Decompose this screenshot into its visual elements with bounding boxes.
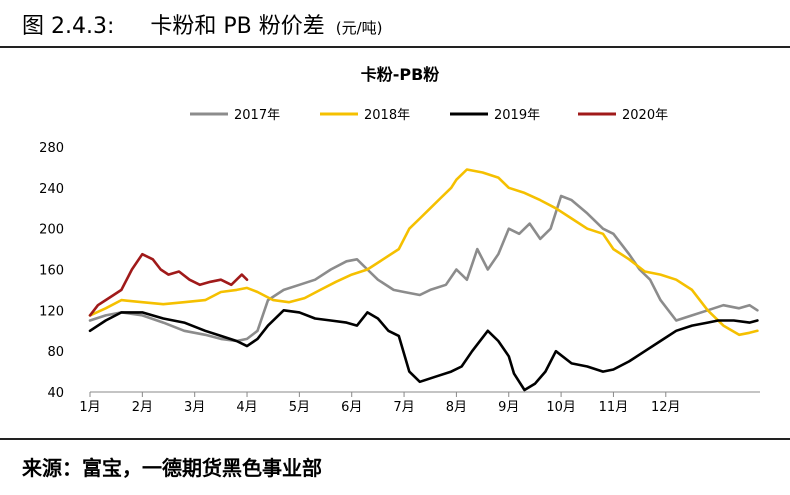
legend-label-3: 2020年 [622, 108, 668, 123]
y-tick-label-5: 240 [39, 182, 64, 197]
figure-header: 图 2.4.3: 卡粉和 PB 粉价差 (元/吨) [0, 0, 790, 44]
chart-title: 卡粉-PB粉 [361, 65, 440, 84]
x-tick-label-6: 7月 [393, 400, 414, 415]
x-tick-label-4: 5月 [289, 400, 310, 415]
y-tick-label-0: 40 [47, 386, 64, 401]
y-tick-label-2: 120 [39, 304, 64, 319]
series-line-2019年 [88, 308, 759, 392]
series-line-2020年 [88, 252, 249, 317]
source-note: 来源：富宝，一德期货黑色事业部 [22, 456, 322, 480]
series-line-2017年 [88, 194, 759, 343]
legend-label-0: 2017年 [234, 108, 280, 123]
x-tick-label-10: 11月 [599, 400, 629, 415]
y-tick-label-6: 280 [39, 141, 64, 156]
bottom-rule [0, 438, 790, 440]
x-tick-label-11: 12月 [651, 400, 681, 415]
y-tick-label-4: 200 [39, 223, 64, 238]
figure-title-text: 卡粉和 PB 粉价差 [150, 14, 325, 39]
legend-label-2: 2019年 [494, 108, 540, 123]
x-tick-label-3: 4月 [236, 400, 257, 415]
x-tick-label-0: 1月 [79, 400, 100, 415]
line-chart: 卡粉-PB粉 2017年 2018年 2019年 2020年 40 80 120 160 200 2… [39, 65, 760, 415]
figure-unit: (元/吨) [335, 19, 383, 37]
top-rule [0, 46, 790, 48]
y-tick-label-1: 80 [47, 345, 64, 360]
x-tick-label-8: 9月 [498, 400, 519, 415]
series-line-2018年 [88, 168, 759, 337]
x-tick-label-5: 6月 [341, 400, 362, 415]
x-tick-label-2: 3月 [184, 400, 205, 415]
figure-title: 图 2.4.3: 卡粉和 PB 粉价差 (元/吨) [22, 8, 383, 40]
figure-label: 图 2.4.3: [22, 14, 115, 39]
legend-label-1: 2018年 [364, 108, 410, 123]
y-tick-label-3: 160 [39, 264, 64, 279]
x-tick-label-7: 8月 [446, 400, 467, 415]
x-tick-label-9: 10月 [546, 400, 576, 415]
x-tick-label-1: 2月 [132, 400, 153, 415]
